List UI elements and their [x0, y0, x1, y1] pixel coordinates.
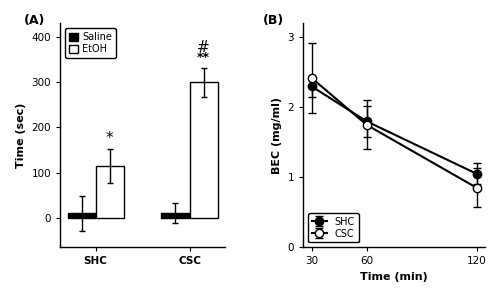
Bar	[96, 166, 124, 218]
Text: **: **	[197, 51, 210, 64]
Bar	[162, 213, 190, 218]
Legend: SHC, CSC: SHC, CSC	[308, 213, 358, 242]
Text: *: *	[106, 132, 114, 146]
Text: (B): (B)	[264, 14, 284, 27]
Legend: Saline, EtOH: Saline, EtOH	[65, 28, 116, 58]
Text: #: #	[197, 40, 210, 55]
Text: (A): (A)	[24, 14, 45, 27]
X-axis label: Time (min): Time (min)	[360, 272, 428, 282]
Y-axis label: Time (sec): Time (sec)	[16, 103, 26, 168]
Bar	[68, 213, 96, 218]
Bar	[190, 82, 218, 218]
Y-axis label: BEC (mg/ml): BEC (mg/ml)	[272, 97, 282, 174]
